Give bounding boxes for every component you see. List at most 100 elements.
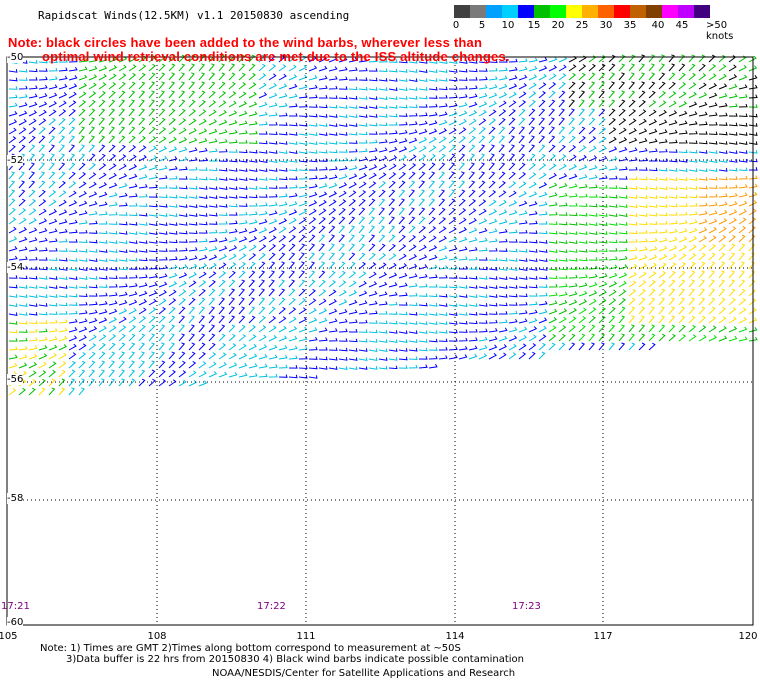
wind-barb (588, 265, 598, 270)
wind-barb (458, 60, 468, 64)
wind-barb (368, 243, 376, 252)
wind-barb (138, 64, 147, 72)
wind-barb (408, 292, 418, 297)
wind-barb (328, 132, 338, 136)
wind-barb (468, 266, 478, 270)
wind-barb (498, 59, 508, 63)
wind-barb (678, 315, 686, 324)
wind-barb (58, 190, 67, 198)
wind-barb (728, 141, 738, 145)
wind-barb (158, 99, 166, 108)
wind-barb (38, 237, 48, 243)
wind-barb (168, 272, 178, 279)
wind-barb (78, 284, 88, 289)
wind-barb (668, 177, 678, 182)
wind-barb (18, 68, 28, 73)
wind-barb (208, 297, 216, 306)
wind-barb (438, 265, 448, 270)
wind-barb (188, 72, 195, 81)
wind-barb (448, 86, 458, 90)
wind-barb (348, 86, 358, 91)
wind-barb (678, 139, 688, 144)
wind-barb (298, 261, 305, 270)
wind-barb (268, 235, 277, 243)
wind-barb (318, 65, 328, 72)
wind-barb (158, 360, 166, 369)
wind-barb (428, 171, 436, 180)
lon-label: 114 (445, 631, 465, 642)
wind-barb (178, 213, 188, 218)
wind-barb (688, 211, 698, 216)
wind-barb (428, 95, 438, 99)
legend-label: 15 (527, 20, 541, 31)
wind-barb (218, 195, 228, 199)
wind-barb (288, 243, 296, 252)
wind-barb (408, 207, 416, 216)
wind-barb (208, 279, 216, 288)
wind-barb (388, 198, 396, 207)
wind-barb (678, 279, 686, 288)
wind-barb (548, 221, 558, 225)
wind-barb (638, 263, 648, 270)
wind-barb (68, 117, 76, 126)
wind-barb (748, 261, 756, 270)
wind-barb (158, 369, 166, 378)
wind-barb (308, 317, 318, 324)
wind-barb (28, 345, 38, 351)
wind-barb (108, 325, 117, 333)
wind-barb (718, 209, 728, 216)
wind-barb (258, 279, 266, 288)
wind-barb (108, 90, 116, 99)
legend-label: 10 (501, 20, 515, 31)
wind-barb (698, 261, 706, 270)
wind-barb (58, 378, 66, 387)
wind-barb (658, 195, 668, 199)
wind-barb (708, 112, 718, 117)
wind-barb (288, 335, 298, 342)
wind-barb (128, 342, 136, 351)
wind-barb (538, 211, 548, 216)
wind-barb (88, 99, 96, 108)
wind-barb (478, 189, 486, 198)
wind-barb (328, 104, 338, 109)
wind-barb (408, 162, 417, 171)
wind-barb (248, 219, 258, 225)
wind-barb (668, 212, 678, 216)
wind-barb (198, 315, 206, 324)
wind-barb (708, 131, 718, 136)
wind-barb (298, 326, 308, 333)
wind-barb (578, 90, 586, 99)
lon-label: 105 (0, 631, 18, 642)
wind-barb (388, 357, 398, 361)
wind-barb (458, 180, 466, 189)
wind-barb (278, 73, 287, 81)
wind-barb (78, 153, 86, 162)
wind-barb (348, 348, 358, 352)
wind-barb (298, 141, 308, 146)
wind-barb (658, 203, 668, 208)
wind-barb (228, 228, 238, 234)
wind-barb (278, 64, 287, 72)
wind-barb (28, 127, 37, 135)
wind-barb (548, 163, 557, 171)
wind-barb (118, 99, 126, 108)
wind-barb (458, 198, 466, 207)
wind-barb (8, 236, 18, 243)
wind-barb (598, 63, 606, 72)
wind-barb (418, 154, 427, 162)
wind-barb (248, 211, 258, 216)
wind-barb (578, 299, 588, 306)
wind-barb (708, 235, 717, 243)
wind-barb (338, 347, 348, 352)
wind-barb (648, 237, 658, 243)
legend-swatch (662, 5, 678, 18)
wind-barb (238, 244, 247, 252)
wind-barb (748, 167, 758, 171)
wind-barb (408, 234, 417, 243)
wind-barb (478, 328, 488, 333)
wind-barb (598, 126, 607, 135)
wind-barb (218, 306, 225, 315)
wind-barb (308, 84, 318, 90)
wind-barb (148, 265, 158, 270)
wind-barb (108, 135, 116, 144)
